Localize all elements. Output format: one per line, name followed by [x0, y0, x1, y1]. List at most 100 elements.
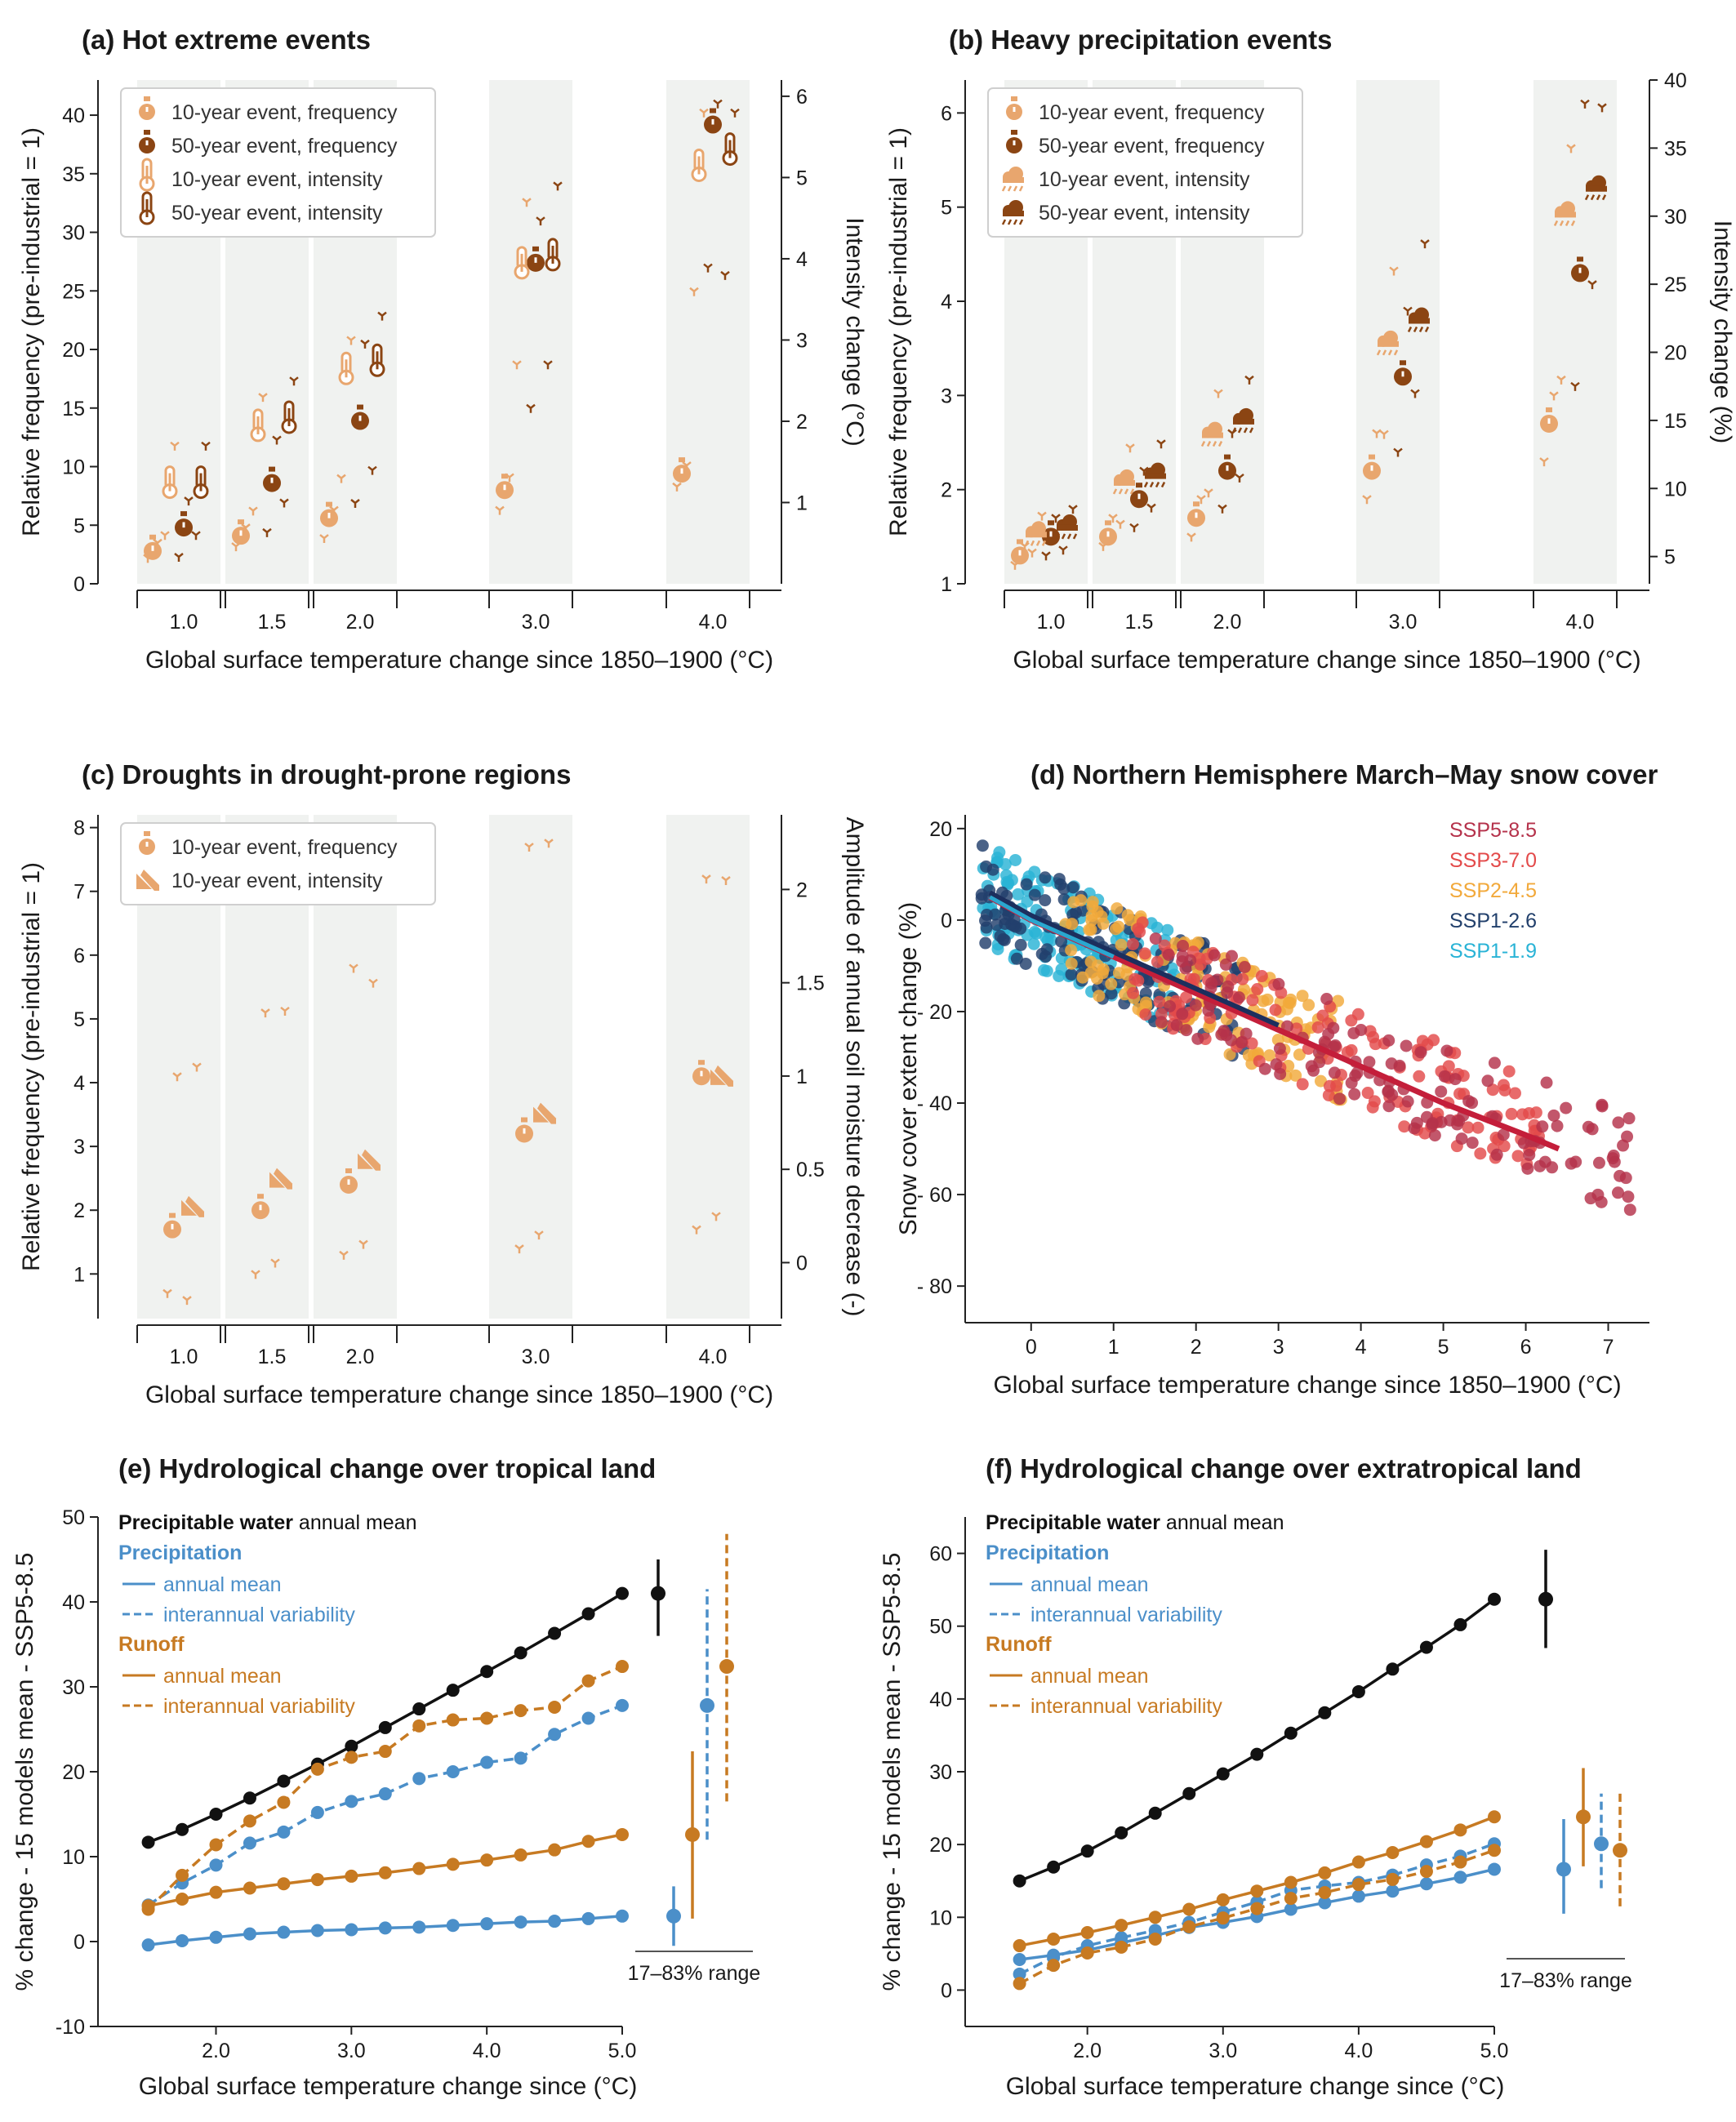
series-point	[548, 1915, 562, 1928]
scatter-point	[1083, 923, 1096, 936]
series-point	[345, 1751, 358, 1764]
left-axis-tick-label: 20	[929, 1834, 952, 1857]
scatter-point	[1440, 1044, 1453, 1057]
series-point	[480, 1917, 494, 1931]
x-axis-label: Global surface temperature change since …	[1006, 2073, 1505, 2100]
legend-label: interannual variability	[163, 1695, 355, 1718]
scatter-point	[1066, 881, 1079, 894]
scatter-point	[1471, 1121, 1485, 1134]
left-axis-tick-label: 3	[73, 1136, 85, 1159]
x-tick-label: 0	[1026, 1336, 1037, 1359]
range-point	[1538, 1591, 1553, 1607]
scatter-point	[1039, 871, 1052, 884]
series-point	[141, 1902, 155, 1916]
scatter-point	[1521, 1162, 1534, 1175]
range-low-marker	[336, 474, 346, 483]
range-point	[666, 1908, 681, 1924]
range-low-marker	[270, 1258, 280, 1268]
range-low-marker	[1115, 519, 1125, 529]
scatter-point	[1133, 925, 1146, 938]
series-point	[141, 1835, 155, 1849]
data-point-rain	[1112, 488, 1118, 495]
range-point	[719, 1659, 734, 1675]
scatter-point	[1177, 940, 1190, 953]
scatter-point	[1290, 1022, 1303, 1035]
data-point-crown	[357, 404, 363, 410]
scatter-point	[1289, 1069, 1302, 1082]
range-low-marker	[689, 287, 699, 296]
panel-title: (c) Droughts in drought-prone regions	[82, 759, 571, 790]
series-point	[1216, 1911, 1230, 1925]
right-axis-tick-label: 0	[796, 1252, 808, 1275]
series-point	[1047, 1860, 1061, 1874]
legend-marker-rain	[1018, 219, 1024, 225]
scatter-point	[1180, 1024, 1193, 1037]
range-low-marker	[160, 531, 170, 541]
data-point-rain	[1066, 533, 1072, 540]
scatter-point	[979, 936, 992, 950]
series-point	[1013, 1967, 1026, 1981]
legend-label: SSP3-7.0	[1449, 849, 1537, 872]
scatter-point	[1127, 986, 1140, 999]
y2-axis-label: Intensity change (%)	[1709, 220, 1736, 443]
data-point-slab	[537, 1102, 556, 1124]
data-point-crown	[1224, 454, 1231, 460]
series-point	[378, 1866, 392, 1880]
series-point	[378, 1745, 392, 1759]
series-point	[412, 1719, 426, 1733]
data-point	[533, 1106, 549, 1123]
legend-marker-base	[1003, 177, 1024, 183]
legend-box	[120, 87, 436, 238]
series-point	[1013, 1939, 1026, 1953]
left-axis-tick-label: -10	[56, 2016, 85, 2039]
data-point-base	[1026, 532, 1047, 538]
category-band	[666, 815, 750, 1319]
series-point	[581, 1835, 595, 1848]
x-tick-label: 5.0	[608, 2040, 637, 2062]
legend-label: 10-year event, intensity	[171, 870, 383, 892]
data-point-rain	[1570, 220, 1576, 226]
series-point	[209, 1808, 223, 1821]
data-point-slab	[274, 1168, 292, 1190]
x-tick-label: 6	[1520, 1336, 1532, 1359]
range-high-marker	[1549, 391, 1559, 401]
scatter-point	[1246, 994, 1259, 1007]
series-point	[1216, 1767, 1230, 1781]
scatter-point	[1551, 1119, 1564, 1132]
data-point-crown	[169, 1212, 176, 1218]
legend-box	[120, 822, 436, 905]
range-low-marker	[248, 506, 258, 516]
data-point-base	[1114, 479, 1135, 486]
scatter-point	[1153, 995, 1166, 1008]
left-axis-tick-label: - 20	[917, 1001, 952, 1024]
scatter-point	[1347, 1026, 1360, 1039]
legend-marker-rain	[1013, 185, 1018, 192]
data-point-crown	[679, 457, 685, 463]
x-tick-label: 4.0	[1345, 2040, 1373, 2062]
series-point	[1148, 1933, 1162, 1946]
scatter-point	[1258, 1062, 1271, 1075]
range-low-marker	[339, 1250, 349, 1260]
series-point	[243, 1814, 256, 1828]
scatter-point	[1027, 937, 1040, 950]
scatter-point	[1333, 1092, 1347, 1105]
data-point-rain	[1559, 220, 1565, 226]
range-low-marker	[1217, 504, 1227, 514]
scatter-point	[1612, 1116, 1625, 1129]
range-high-marker	[699, 108, 709, 118]
series-point	[345, 1923, 358, 1937]
scatter-point	[999, 858, 1012, 871]
data-point-mercury	[520, 253, 523, 272]
series-point	[1318, 1866, 1332, 1880]
data-point-crown	[269, 466, 275, 472]
range-low-marker	[262, 527, 272, 537]
scatter-point	[1367, 1030, 1380, 1043]
left-axis-tick-label: 40	[929, 1688, 952, 1711]
panel-f: (f) Hydrological change over extratropic…	[879, 1453, 1632, 2100]
right-axis-tick-label: 2	[796, 879, 808, 901]
left-axis-tick-label: - 60	[917, 1184, 952, 1207]
range-low-marker	[1539, 457, 1549, 467]
series-point	[1453, 1871, 1467, 1884]
legend-precipitable-water: Precipitable water annual mean	[986, 1511, 1284, 1534]
